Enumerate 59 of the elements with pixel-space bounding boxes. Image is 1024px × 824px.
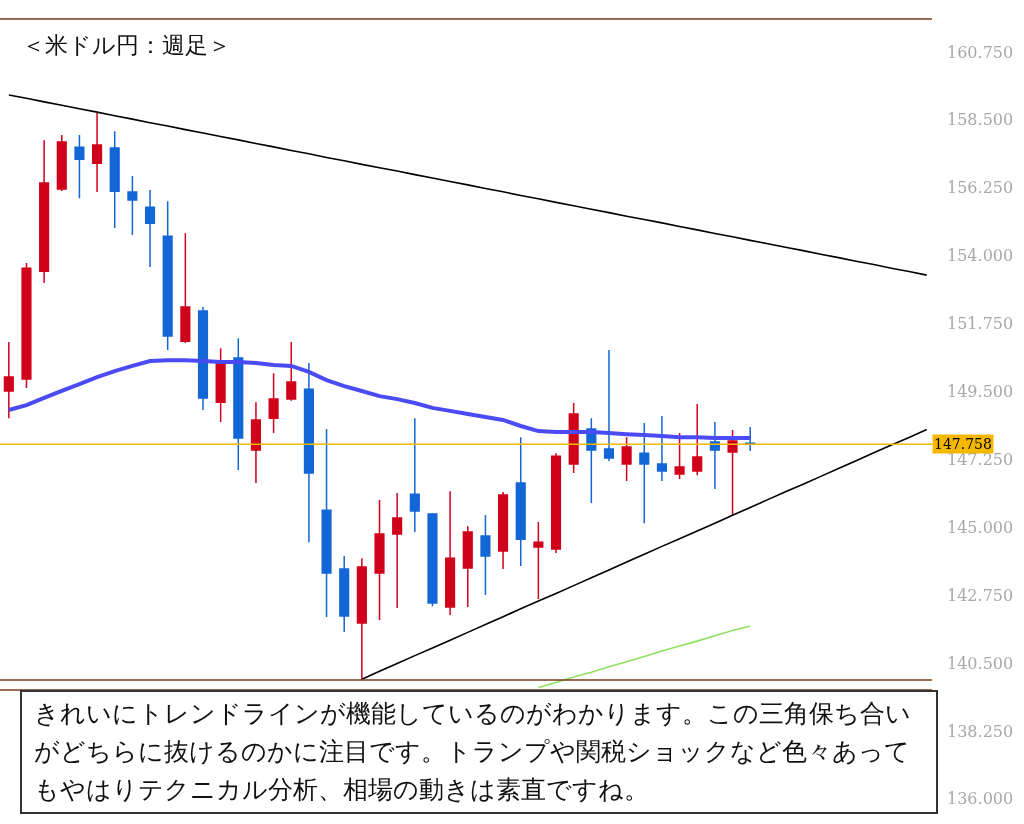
candlestick — [533, 521, 544, 600]
candlestick — [303, 362, 314, 543]
candlestick — [621, 436, 632, 482]
candlestick — [639, 422, 650, 524]
line-series — [6, 358, 753, 441]
line-series — [8, 94, 928, 276]
candlestick — [286, 341, 297, 402]
line-series — [537, 625, 751, 689]
candlestick — [497, 491, 509, 570]
candlestick — [180, 232, 191, 344]
candlestick — [427, 512, 438, 607]
candlestick — [268, 372, 279, 434]
candlestick — [162, 200, 173, 351]
candlestick — [480, 514, 491, 596]
candlestick — [74, 134, 85, 199]
candlestick — [339, 555, 350, 633]
line-series — [361, 428, 928, 680]
candlestick — [250, 401, 262, 484]
candlestick — [692, 403, 703, 476]
ref-line-label: 147.758 — [934, 436, 992, 452]
y-tick-label: 140.500 — [947, 654, 1014, 673]
candlestick — [197, 306, 209, 411]
candlestick — [550, 452, 562, 554]
candlestick — [127, 175, 138, 236]
candlestick — [3, 341, 14, 419]
candlestick — [392, 492, 403, 609]
candlestick — [656, 415, 668, 482]
y-tick-label: 142.750 — [947, 586, 1014, 605]
candlestick — [56, 134, 67, 192]
y-tick-label: 154.000 — [947, 246, 1014, 265]
candlestick — [462, 525, 473, 608]
candlestick — [39, 139, 50, 284]
candlestick — [21, 262, 32, 389]
candlestick — [356, 557, 367, 681]
candlestick — [409, 417, 420, 533]
y-tick-label: 138.250 — [947, 722, 1014, 741]
candlestick — [144, 189, 156, 268]
text: ＜米ドル円：週足＞ — [22, 32, 231, 59]
candlestick — [515, 436, 526, 567]
y-tick-label: 151.750 — [947, 314, 1014, 333]
y-tick-label: 158.500 — [947, 110, 1014, 129]
y-tick-label: 136.000 — [947, 789, 1014, 808]
candlestick — [445, 490, 456, 616]
y-tick-label: 149.500 — [947, 382, 1014, 401]
y-tick-label: 156.250 — [947, 178, 1014, 197]
candlestick — [109, 130, 120, 229]
candlestick — [233, 337, 244, 471]
candlestick — [374, 499, 385, 621]
y-tick-label: 160.750 — [947, 43, 1014, 62]
y-tick-label: 145.000 — [947, 518, 1014, 537]
candlestick — [674, 432, 685, 480]
candlestick — [92, 111, 103, 193]
candlestick — [603, 349, 615, 462]
candlestick — [321, 428, 332, 618]
candlestick — [709, 421, 720, 490]
candlestick — [215, 347, 226, 423]
candlestick — [727, 429, 738, 516]
y-tick-label: 147.250 — [947, 450, 1014, 469]
annotation: きれいにトレンドラインが機能しているのがわかります。この三角保ち合いがどちらに抜けるのかに注目です。トランプや関税ショックなど色々あってもやはりテクニカル分析、相場の動きは素直ですね。 — [34, 698, 912, 806]
